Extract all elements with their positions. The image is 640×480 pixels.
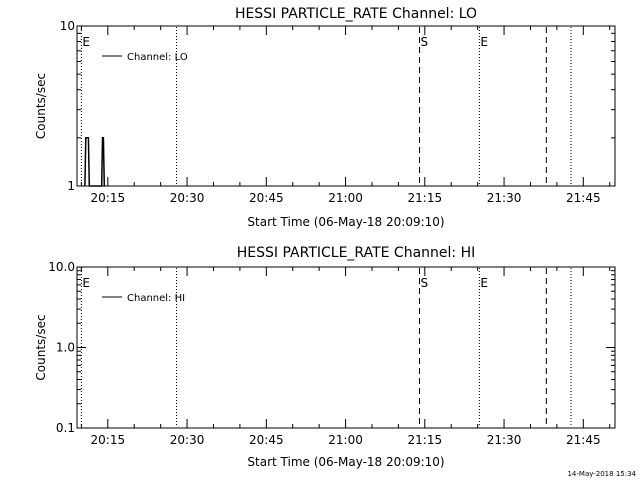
x-tick-label: 21:30: [487, 433, 522, 447]
y-tick-label: 10.0: [48, 260, 75, 274]
y-tick-label: 1: [67, 179, 75, 193]
x-tick-label: 20:15: [91, 433, 126, 447]
x-axis-label: Start Time (06-May-18 20:09:10): [247, 215, 444, 229]
event-marker-label: E: [480, 276, 488, 290]
chart-panel-hi: HESSI PARTICLE_RATE Channel: HI 20:15 20:3…: [34, 245, 616, 469]
x-tick-label: 21:15: [408, 433, 443, 447]
x-tick-label: 21:30: [487, 191, 522, 205]
event-marker-label: E: [82, 35, 90, 49]
x-axis-label: Start Time (06-May-18 20:09:10): [247, 455, 444, 469]
chart-title: HESSI PARTICLE_RATE Channel: LO: [235, 6, 477, 22]
y-tick-label: 10: [60, 19, 75, 33]
x-tick-label: 20:15: [91, 191, 126, 205]
x-tick-label: 20:30: [170, 433, 205, 447]
footer-timestamp: 14-May-2018 15:34: [567, 470, 636, 478]
plot-frame: [76, 266, 616, 429]
x-tick-label: 21:45: [566, 433, 601, 447]
x-tick-label: 20:45: [249, 191, 284, 205]
x-tick-label: 20:30: [170, 191, 205, 205]
x-tick-label: 21:00: [328, 191, 363, 205]
legend-label: Channel: HI: [127, 293, 185, 304]
series-line: [84, 137, 106, 187]
y-axis-label: Counts/sec: [34, 73, 48, 139]
event-marker-label: E: [480, 35, 488, 49]
y-tick-label: 0.1: [56, 421, 75, 435]
x-tick-label: 21:00: [328, 433, 363, 447]
x-tick-label: 21:15: [408, 191, 443, 205]
chart-panel-lo: HESSI PARTICLE_RATE Channel: LO 20:15 20:3…: [34, 6, 616, 229]
x-tick-label: 20:45: [249, 433, 284, 447]
legend-label: Channel: LO: [127, 52, 188, 63]
event-marker-label: S: [421, 35, 429, 49]
event-marker-label: E: [82, 276, 90, 290]
y-tick-label: 1.0: [56, 341, 75, 355]
event-marker-label: S: [421, 276, 429, 290]
x-tick-label: 21:45: [566, 191, 601, 205]
plot-frame: [76, 25, 616, 187]
chart-title: HESSI PARTICLE_RATE Channel: HI: [237, 245, 475, 261]
y-axis-label: Counts/sec: [34, 314, 48, 380]
